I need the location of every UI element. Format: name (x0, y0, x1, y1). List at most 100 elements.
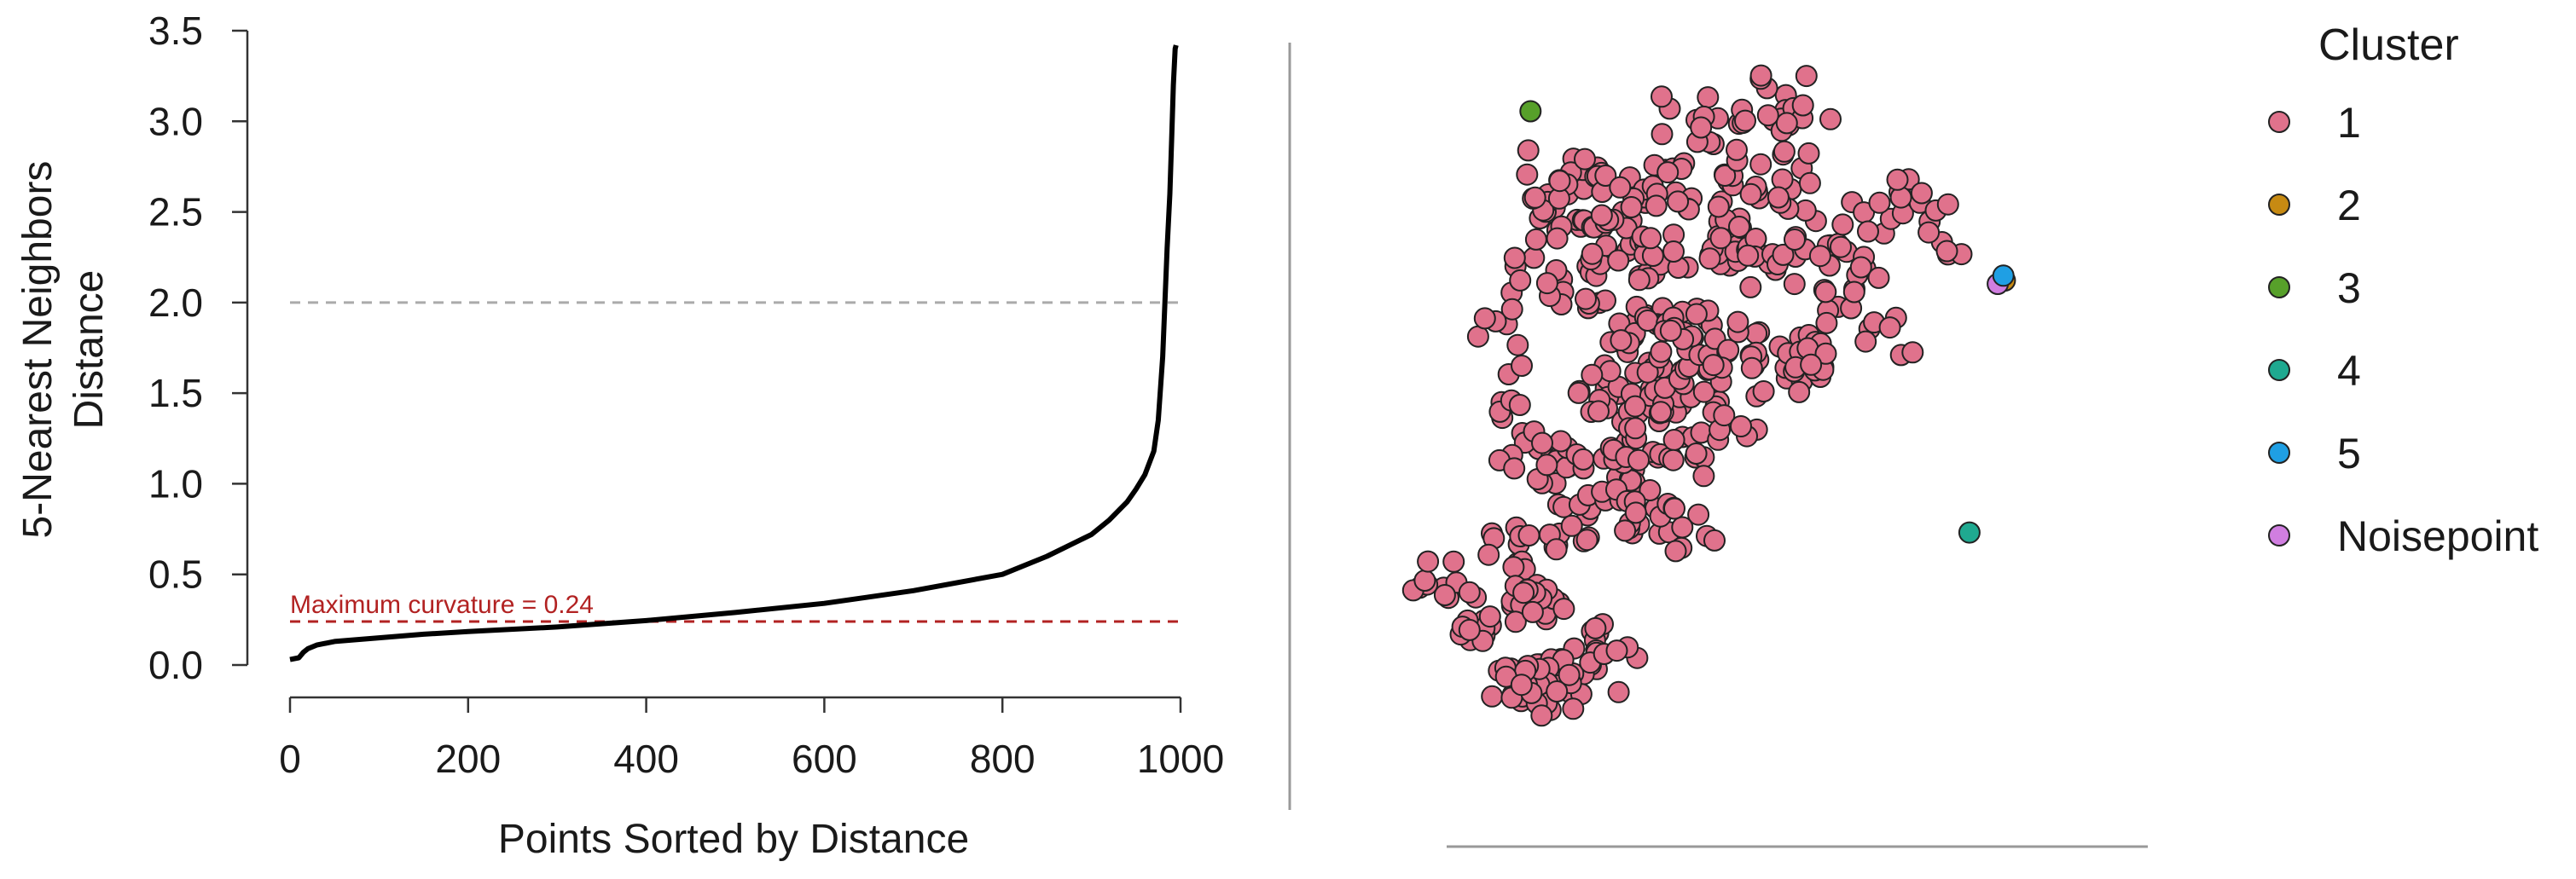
x-axis-ticks: 0 200 400 600 800 1000 (279, 697, 1224, 781)
y-tick-label: 3.0 (148, 99, 203, 143)
cluster-1-point (1560, 514, 1583, 537)
cluster-1-point (1659, 319, 1682, 342)
cluster-1-point (1433, 584, 1456, 606)
cluster-1-point (1584, 616, 1607, 639)
cluster-1-point (1517, 139, 1540, 162)
y-tick-label: 1.0 (148, 461, 203, 506)
cluster-1-point (1737, 244, 1760, 267)
cluster-1-point (1889, 186, 1912, 209)
cluster-1-point (1815, 311, 1838, 334)
cluster-1-point (1831, 213, 1854, 236)
cluster-1-point (1697, 86, 1720, 109)
cluster-1-point (1651, 85, 1673, 108)
cluster-1-point (1775, 112, 1798, 135)
cluster-1-point (1783, 273, 1806, 296)
cluster-1-point (1745, 322, 1768, 345)
cluster-1-point (1910, 182, 1933, 205)
x-tick-label: 1000 (1137, 737, 1224, 781)
cluster-1-point (1614, 519, 1637, 542)
cluster-1-point (1685, 442, 1708, 465)
cluster-1-point (1598, 360, 1622, 383)
cluster-1-point (1749, 153, 1772, 176)
x-tick-label: 800 (970, 737, 1036, 781)
cluster-1-point (1662, 429, 1685, 451)
legend-label: 1 (2337, 99, 2361, 147)
cluster-1-point (1767, 186, 1790, 209)
cluster-1-point (1651, 123, 1674, 146)
cluster-1-point (1886, 168, 1909, 191)
cluster-1-point (1867, 266, 1890, 289)
cluster-1-point (1510, 674, 1533, 697)
cluster-1-point (1581, 242, 1604, 265)
x-tick-label: 200 (435, 737, 501, 781)
cluster-1-point (1772, 140, 1796, 163)
knn-distance-plot: 0.0 0.5 1.0 1.5 2.0 2.5 3.0 3.5 0 200 400 600 800 10… (15, 9, 1224, 862)
cluster-1-point (1814, 342, 1837, 365)
cluster-1-point (1458, 581, 1481, 604)
cluster-1-point (1709, 227, 1732, 250)
cluster-1-point (1504, 610, 1527, 633)
cluster-1-point (1517, 524, 1540, 546)
cluster-1-point (1627, 269, 1651, 292)
cluster-1-point (1798, 171, 1821, 194)
legend-marker (2268, 111, 2290, 133)
cluster-1-point (1749, 64, 1772, 87)
legend-marker (2268, 442, 2290, 464)
legend-marker (2268, 194, 2290, 216)
cluster-1-point (1512, 581, 1535, 604)
cluster-1-point (1664, 540, 1687, 563)
cluster-1-point (1607, 249, 1630, 272)
cluster-1-point (1739, 275, 1762, 298)
cluster-1-point (1639, 227, 1662, 250)
cluster-1-point (1878, 316, 1901, 339)
cluster-1-point (1503, 246, 1526, 269)
cluster-1-point (1703, 529, 1726, 552)
cluster-1-point (1575, 529, 1598, 552)
cluster-1-point (1503, 457, 1526, 480)
cluster-1-point (1791, 94, 1814, 117)
cluster-1-point (1685, 303, 1708, 326)
cluster-1-point (1502, 556, 1525, 579)
legend-label: Noisepoint (2337, 512, 2538, 560)
cluster-1-point (1849, 256, 1872, 279)
y-axis-title-line1: 5-Nearest Neighbors (15, 161, 61, 539)
y-axis-title-line2: Distance (67, 270, 112, 430)
cluster-1-point (1473, 307, 1496, 330)
cluster-1-point (1714, 165, 1737, 187)
cluster-3-point (1519, 100, 1542, 123)
cluster-1-point (1687, 503, 1710, 526)
cluster-1-point (1572, 448, 1595, 471)
cluster-1-point (1481, 685, 1504, 708)
cluster-1-point (1842, 280, 1865, 304)
x-tick-label: 400 (613, 737, 679, 781)
cluster-scatter-plot (1401, 64, 2148, 848)
cluster-1-point (1477, 543, 1500, 566)
cluster-1-point (1726, 138, 1748, 161)
legend-label: 3 (2337, 264, 2361, 312)
cluster-1-point (1854, 330, 1877, 353)
cluster-1-point (1667, 190, 1690, 213)
cluster-outlier-points (1519, 100, 2016, 544)
y-axis-ticks: 0.0 0.5 1.0 1.5 2.0 2.5 3.0 3.5 (148, 9, 247, 687)
y-tick-label: 2.5 (148, 190, 203, 234)
cluster-1-point (1605, 639, 1628, 662)
legend-title: Cluster (2318, 20, 2459, 70)
cluster-1-point (1814, 280, 1837, 304)
cluster-1-point (1535, 272, 1558, 295)
legend-label: 2 (2337, 182, 2361, 229)
cluster-1-point (1511, 355, 1533, 377)
cluster-1-point (1728, 216, 1750, 238)
cluster-1-point (1692, 465, 1715, 488)
cluster-1-point (1627, 448, 1650, 471)
cluster-1-point (1562, 697, 1585, 720)
cluster-1-point (1523, 186, 1546, 209)
cluster-1-point (1574, 147, 1596, 171)
cluster-1-point (1756, 104, 1779, 127)
cluster-1-point (1726, 310, 1749, 333)
y-tick-label: 0.5 (148, 552, 203, 597)
cluster-1-point (1567, 381, 1590, 404)
cluster-1-point (1590, 204, 1613, 227)
cluster-1-point (1521, 600, 1544, 623)
cluster-1-point (1624, 395, 1646, 418)
